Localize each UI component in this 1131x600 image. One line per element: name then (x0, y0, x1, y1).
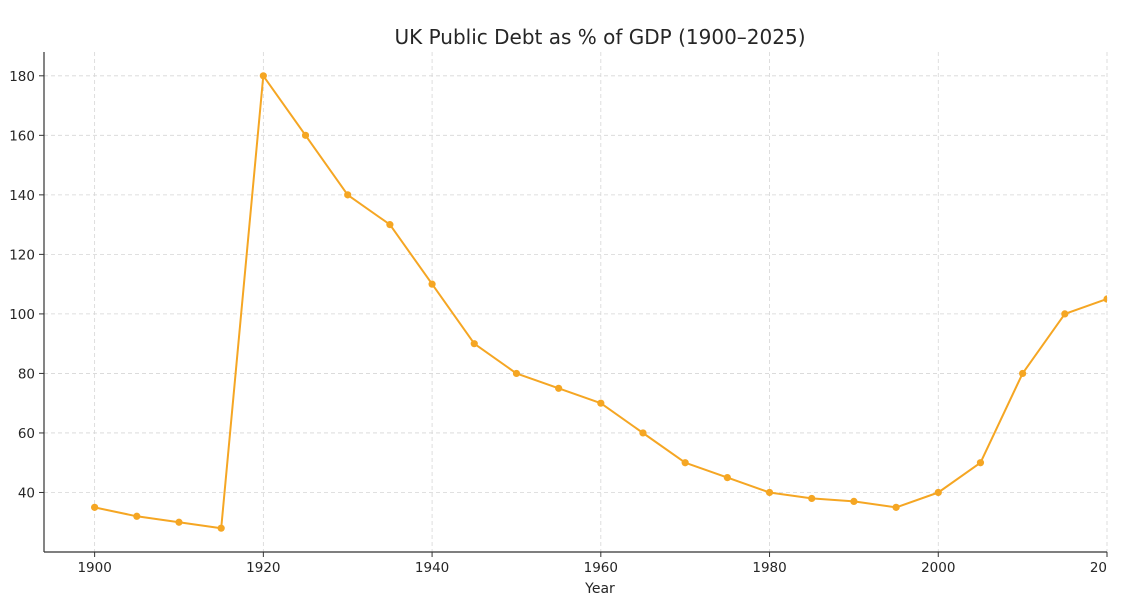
data-point (934, 488, 942, 497)
data-point (723, 473, 731, 482)
x-tick-label: 1940 (415, 560, 449, 576)
x-axis-label: Year (584, 581, 615, 597)
x-tick-label: 2000 (921, 560, 955, 576)
x-tick-label: 1920 (246, 560, 280, 576)
data-point (428, 280, 436, 288)
x-tick-label: 2020 (1090, 560, 1124, 576)
data-point (91, 503, 99, 511)
x-tick-label: 1900 (77, 560, 111, 576)
y-tick-label: 160 (9, 128, 35, 144)
data-point (892, 503, 900, 511)
data-point (470, 340, 478, 348)
data-point (175, 518, 183, 526)
data-point (344, 191, 352, 199)
chart-title: UK Public Debt as % of GDP (1900–2025) (394, 25, 805, 49)
y-tick-label: 80 (18, 366, 35, 382)
data-point (808, 494, 816, 503)
x-tick-label: 1960 (584, 560, 618, 576)
data-point (639, 429, 647, 437)
y-tick-label: 40 (18, 485, 35, 501)
series-layer (91, 72, 1107, 532)
y-tick-label: 140 (9, 188, 35, 204)
data-point (386, 221, 394, 229)
data-point (1103, 295, 1107, 303)
data-point (850, 497, 858, 506)
data-point (976, 459, 985, 467)
y-tick-label: 120 (9, 247, 35, 263)
data-point (1019, 369, 1027, 378)
y-tick-label: 60 (18, 426, 35, 442)
data-point (133, 512, 141, 520)
data-point (681, 459, 689, 467)
data-point (597, 399, 605, 407)
axis-layer: 1900 1920 1940 1960 1980 2000 2020 40 60 80 100 120… (9, 52, 1124, 576)
data-point (765, 488, 774, 497)
data-point (259, 72, 267, 80)
data-point (217, 524, 225, 532)
x-tick-label: 1980 (752, 560, 786, 576)
data-point (301, 131, 310, 139)
y-tick-label: 100 (9, 307, 35, 323)
grid-layer (44, 52, 1108, 552)
y-tick-label: 180 (9, 69, 35, 85)
data-point (512, 369, 521, 378)
data-point (555, 384, 563, 392)
data-point (1061, 310, 1069, 318)
